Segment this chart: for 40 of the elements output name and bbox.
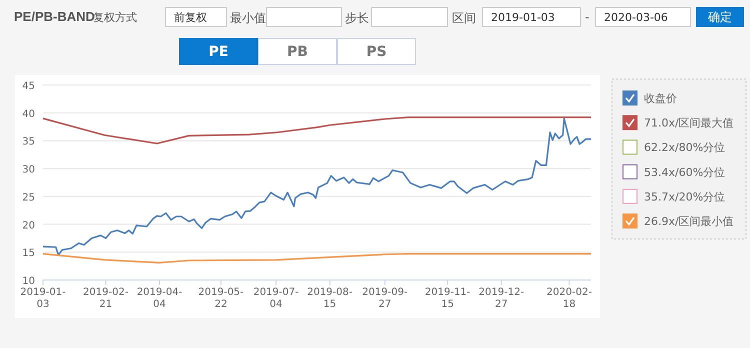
text: 2020-03-06 (595, 7, 691, 27)
y-tick-label: 15 (22, 248, 35, 260)
y-tick-label: 40 (22, 108, 35, 120)
text: 区间 (452, 10, 476, 27)
x-tick-label: 2019-02- 21 (83, 287, 129, 310)
y-tick-label: 35 (22, 136, 35, 148)
legend-label: 收盘价 (644, 92, 677, 105)
text: PE (179, 38, 258, 65)
y-tick-label: 20 (22, 220, 35, 232)
line-series (42, 116, 592, 144)
text: 最小值 (230, 10, 266, 27)
x-tick-label: 2019-04- 04 (136, 287, 183, 310)
x-tick-label: 2019-09- 27 (362, 287, 408, 310)
line-series (42, 253, 592, 264)
legend-label: 53.4x/60%分位 (644, 166, 726, 179)
legend-label: 35.7x/20%分位 (644, 190, 726, 204)
x-tick-label: 2020-02- 18 (546, 287, 592, 310)
text: PS (337, 38, 416, 65)
x-tick-label: 2019-07- 04 (253, 287, 300, 310)
text: 确定 (696, 7, 744, 27)
text: 2019-01-03 (482, 7, 581, 27)
text: PB (258, 38, 337, 65)
legend-label: 26.9x/区间最小值 (644, 215, 734, 228)
x-tick-label: 2019-08- 15 (307, 287, 353, 310)
text: 复权方式 (93, 10, 137, 25)
legend-label: 62.2x/80%分位 (644, 141, 726, 154)
line-series (42, 118, 592, 256)
text: - (585, 10, 590, 24)
text: 前复权 (165, 7, 227, 27)
y-tick-label: 25 (22, 192, 35, 204)
x-tick-label: 2019-11- 15 (424, 287, 471, 310)
y-tick-label: 30 (22, 164, 35, 176)
chart-title: PE/PB-BAND (14, 9, 95, 24)
x-tick-label: 2019-01-03 (20, 287, 66, 310)
y-tick-label: 45 (22, 81, 35, 92)
legend-label: 71.0x/区间最大值 (644, 116, 734, 130)
y-tick-label: 10 (22, 276, 35, 287)
text: 步长 (345, 10, 369, 27)
x-tick-label: 2019-12- 27 (478, 287, 524, 310)
x-tick-label: 2019-05- 22 (198, 287, 244, 310)
